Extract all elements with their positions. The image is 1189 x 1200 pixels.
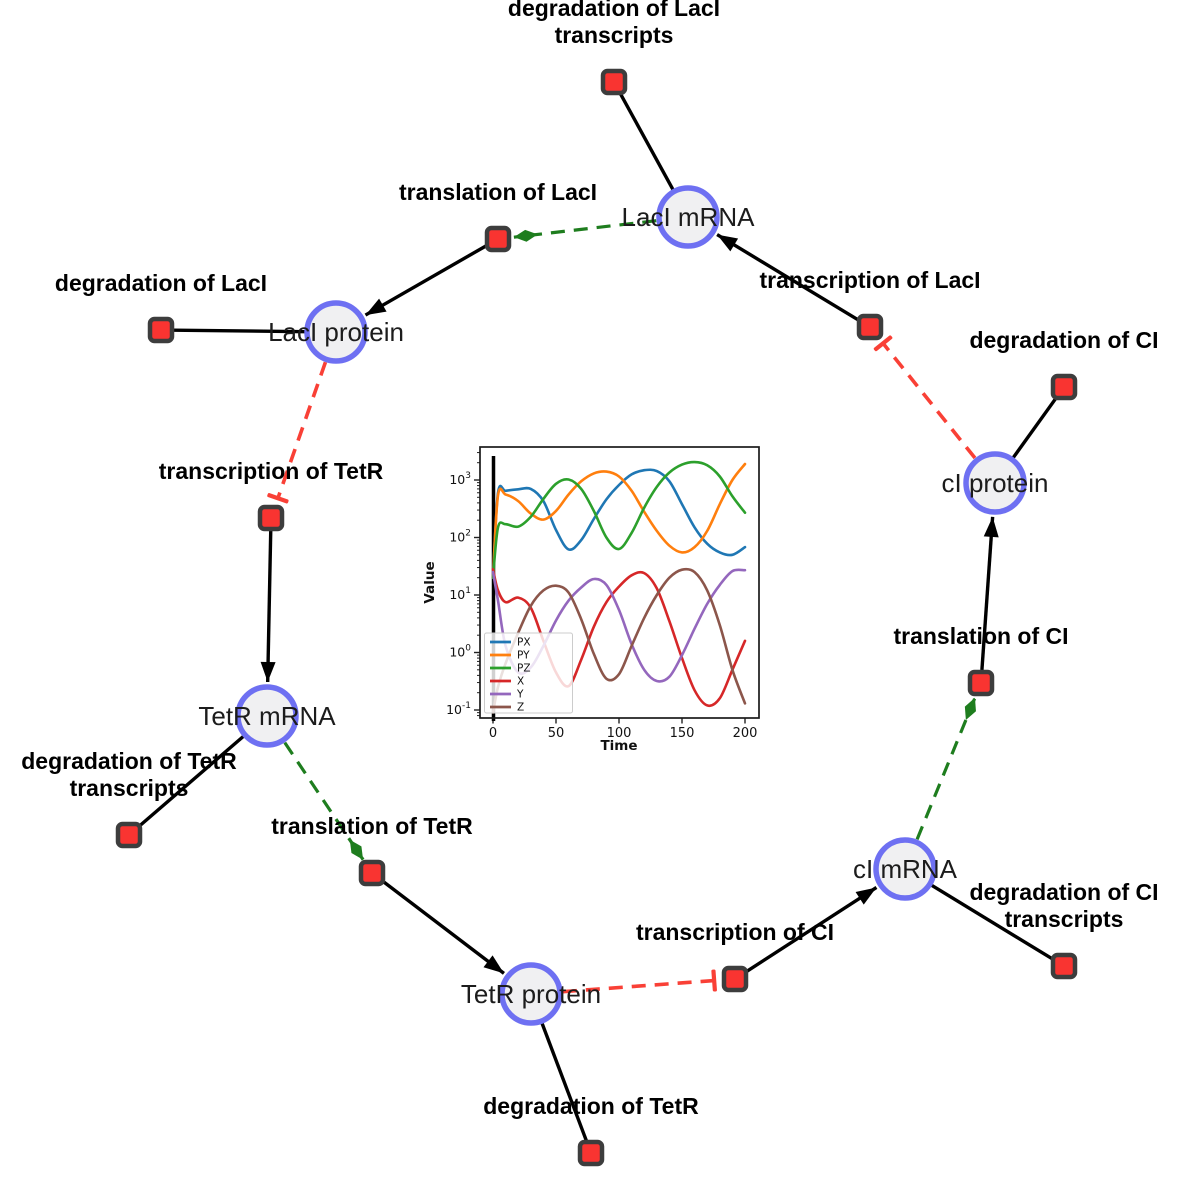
x-tick-label: 0 — [489, 726, 497, 741]
labels-layer: LacI mRNA LacI protein cI protein TetR mRNA… — [21, 0, 1158, 1119]
reaction-node-transcription-tetr[interactable] — [257, 504, 285, 532]
reaction-label-translation-laci-line0: translation of LacI — [399, 179, 597, 205]
species-node-laci-mrna[interactable] — [656, 185, 720, 249]
edge-translation-ci--ci-protein — [980, 516, 999, 671]
species-label-ci-mrna: cI mRNA — [853, 854, 958, 884]
y-tick-label: 102 — [449, 529, 471, 545]
y-tick-label: 100 — [449, 644, 471, 660]
series-line-PX — [491, 468, 747, 579]
series-line-Z — [491, 567, 747, 714]
edge-ci-mrna--translation-ci — [915, 697, 977, 840]
reaction-node-translation-tetr[interactable] — [358, 859, 386, 887]
legend-label-PX: PX — [517, 637, 531, 649]
reaction-label-translation-ci-line0: translation of CI — [893, 623, 1068, 649]
edge-ci-protein--deg-ci — [1011, 396, 1058, 459]
reaction-label-deg-laci-transcripts-line1: transcripts — [555, 22, 674, 48]
reaction-label-deg-tetr-line0: degradation of TetR — [483, 1093, 699, 1119]
edge-ci-mrna--deg-ci-transcripts — [930, 883, 1054, 961]
species-node-ci-protein[interactable] — [963, 451, 1027, 515]
edge-laci-mrna--deg-laci-transcripts — [618, 92, 675, 191]
edge-transcription-tetr--tetr-mrna — [260, 530, 276, 683]
reaction-node-deg-ci-transcripts[interactable] — [1050, 952, 1078, 980]
x-tick-label: 200 — [733, 726, 758, 741]
reaction-label-deg-ci-transcripts-line1: transcripts — [1005, 906, 1124, 932]
edge-laci-protein--transcription-tetr — [267, 361, 328, 504]
reaction-node-translation-laci[interactable] — [484, 225, 512, 253]
edge-laci-protein--deg-laci — [173, 328, 306, 334]
series-line-PY — [491, 462, 747, 579]
reaction-label-deg-tetr-transcripts-line1: transcripts — [70, 775, 189, 801]
reaction-node-transcription-laci[interactable] — [856, 313, 884, 341]
species-label-laci-mrna: LacI mRNA — [622, 202, 756, 232]
species-node-tetr-mrna[interactable] — [235, 684, 299, 748]
reaction-node-deg-tetr-transcripts[interactable] — [115, 821, 143, 849]
species-label-ci-protein: cI protein — [942, 468, 1049, 498]
reaction-node-deg-laci-transcripts[interactable] — [600, 68, 628, 96]
edge-tetr-protein--deg-tetr — [540, 1022, 589, 1142]
edge-tetr-mrna--deg-tetr-transcripts — [137, 734, 245, 828]
legend-label-PZ: PZ — [517, 663, 531, 675]
reaction-label-deg-ci-transcripts-line0: degradation of CI — [969, 879, 1158, 905]
edge-tetr-mrna--translation-tetr — [283, 741, 365, 861]
reaction-label-deg-laci-line0: degradation of LacI — [55, 270, 267, 296]
species-node-ci-mrna[interactable] — [873, 837, 937, 901]
reaction-node-transcription-ci[interactable] — [721, 965, 749, 993]
species-node-laci-protein[interactable] — [304, 300, 368, 364]
edge-translation-tetr--tetr-protein — [381, 879, 505, 975]
edge-translation-laci--laci-protein — [364, 243, 488, 317]
y-tick-label: 10-1 — [446, 701, 471, 717]
edges-layer — [137, 92, 1058, 1142]
legend-label-X: X — [517, 676, 524, 688]
edge-ci-protein--transcription-laci — [873, 335, 977, 460]
x-tick-label: 150 — [670, 726, 695, 741]
species-label-laci-protein: LacI protein — [268, 317, 404, 347]
x-tick-label: 100 — [607, 726, 632, 741]
legend-label-Z: Z — [517, 702, 524, 714]
reaction-label-deg-ci-line0: degradation of CI — [969, 327, 1158, 353]
y-tick-label: 101 — [449, 586, 471, 602]
reaction-node-deg-tetr[interactable] — [577, 1139, 605, 1167]
y-axis-title: Value — [422, 561, 438, 603]
y-tick-label: 103 — [449, 471, 471, 487]
series-line-PZ — [491, 460, 747, 579]
reaction-label-transcription-laci-line0: transcription of LacI — [759, 267, 980, 293]
plot-frame — [479, 446, 760, 719]
edge-laci-mrna--translation-laci — [513, 219, 657, 242]
edge-transcription-laci--laci-mrna — [716, 233, 860, 322]
inset-chart: 0 50 100 150 20010-1100101102103TimeValuePXP… — [422, 446, 760, 754]
reaction-label-transcription-tetr-line0: transcription of TetR — [159, 458, 384, 484]
x-axis-title: Time — [600, 738, 637, 754]
reaction-node-deg-laci[interactable] — [147, 316, 175, 344]
reaction-node-translation-ci[interactable] — [967, 669, 995, 697]
species-label-tetr-mrna: TetR mRNA — [198, 701, 336, 731]
series-layer — [491, 460, 747, 714]
x-tick-label: 50 — [548, 726, 565, 741]
legend-label-Y: Y — [516, 689, 524, 701]
nodes-layer — [115, 68, 1078, 1167]
legend-label-PY: PY — [517, 650, 530, 662]
species-label-tetr-protein: TetR protein — [461, 979, 601, 1009]
reaction-label-deg-laci-transcripts-line0: degradation of LacI — [508, 0, 720, 21]
edge-transcription-ci--ci-mrna — [744, 886, 878, 974]
reaction-label-transcription-ci-line0: transcription of CI — [636, 919, 834, 945]
reaction-node-deg-ci[interactable] — [1050, 373, 1078, 401]
reaction-label-translation-tetr-line0: translation of TetR — [271, 813, 473, 839]
species-node-tetr-protein[interactable] — [499, 962, 563, 1026]
edge-tetr-protein--transcription-ci — [562, 969, 717, 994]
reaction-label-deg-tetr-transcripts-line0: degradation of TetR — [21, 748, 237, 774]
